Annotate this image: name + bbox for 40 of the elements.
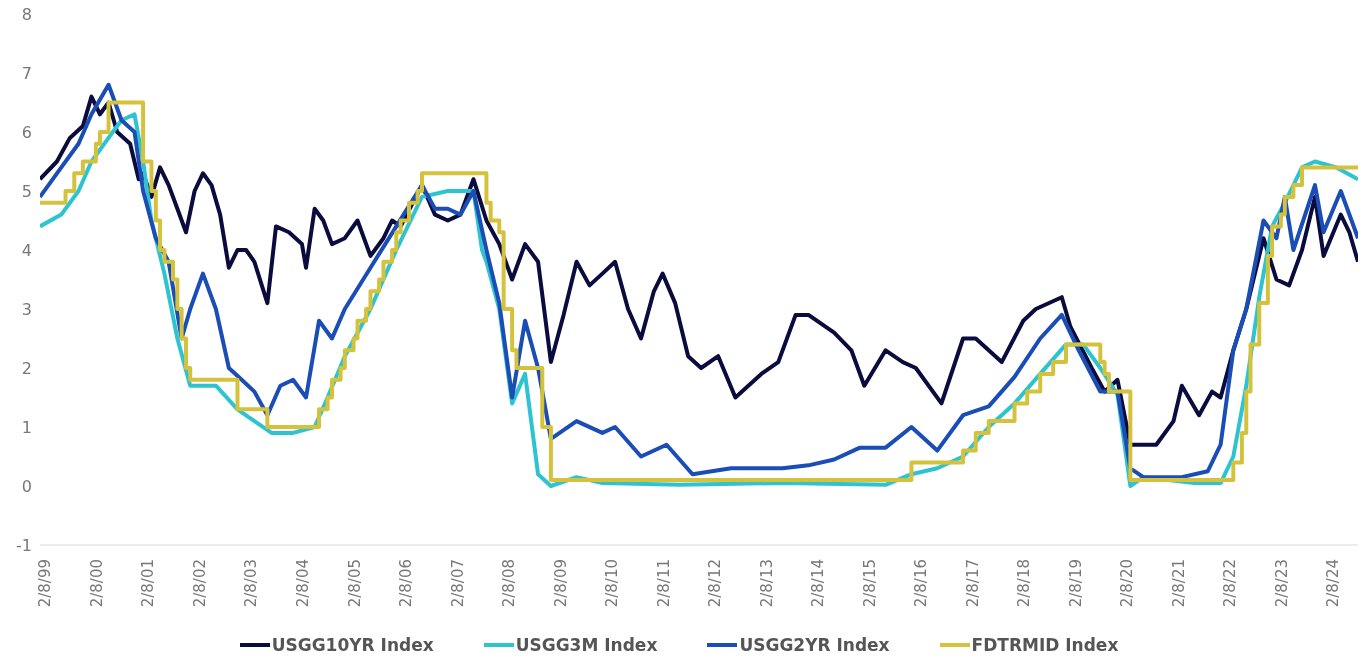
y-tick-label: 2 bbox=[21, 358, 32, 378]
x-tick-label: 2/8/01 bbox=[139, 559, 158, 608]
x-tick-label: 2/8/99 bbox=[36, 559, 55, 608]
x-tick-label: 2/8/22 bbox=[1221, 559, 1240, 608]
x-tick-label: 2/8/05 bbox=[345, 559, 364, 608]
x-tick-label: 2/8/09 bbox=[551, 559, 570, 608]
x-tick-label: 2/8/20 bbox=[1118, 559, 1137, 608]
y-tick-label: 5 bbox=[21, 181, 32, 201]
x-tick-label: 2/8/11 bbox=[654, 559, 673, 608]
y-tick-label: 6 bbox=[21, 122, 32, 142]
y-tick-label: -1 bbox=[16, 535, 32, 555]
legend-label: USGG3M Index bbox=[514, 635, 658, 655]
x-tick-label: 2/8/03 bbox=[242, 559, 261, 608]
x-tick-label: 2/8/10 bbox=[603, 559, 622, 608]
y-tick-label: 1 bbox=[21, 417, 32, 437]
x-tick-label: 2/8/04 bbox=[293, 559, 312, 608]
x-tick-label: 2/8/00 bbox=[87, 559, 106, 608]
x-tick-label: 2/8/16 bbox=[912, 559, 931, 608]
x-tick-label: 2/8/08 bbox=[500, 559, 518, 608]
x-tick-label: 2/8/14 bbox=[809, 559, 828, 608]
x-tick-label: 2/8/02 bbox=[190, 559, 209, 608]
y-tick-label: 8 bbox=[21, 4, 32, 24]
x-tick-label: 2/8/18 bbox=[1015, 559, 1034, 608]
x-tick-label: 2/8/06 bbox=[397, 559, 416, 608]
x-tick-label: 2/8/17 bbox=[963, 559, 982, 608]
x-tick-label: 2/8/07 bbox=[448, 559, 467, 608]
x-tick-label: 2/8/15 bbox=[860, 559, 879, 608]
x-tick-label: 2/8/13 bbox=[757, 559, 776, 608]
legend-label: USGG10YR Index bbox=[270, 635, 434, 655]
x-tick-label: 2/8/19 bbox=[1066, 559, 1085, 608]
y-tick-label: 3 bbox=[21, 299, 32, 319]
y-tick-label: 0 bbox=[21, 476, 32, 496]
legend-label: FDTRMID Index bbox=[970, 635, 1119, 655]
x-tick-label: 2/8/24 bbox=[1324, 559, 1343, 608]
x-tick-label: 2/8/23 bbox=[1272, 559, 1291, 608]
x-tick-label: 2/8/21 bbox=[1169, 559, 1188, 608]
legend-label: USGG2YR Index bbox=[738, 635, 890, 655]
y-tick-label: 4 bbox=[21, 240, 32, 260]
x-tick-label: 2/8/12 bbox=[706, 559, 725, 608]
y-tick-label: 7 bbox=[21, 63, 32, 83]
